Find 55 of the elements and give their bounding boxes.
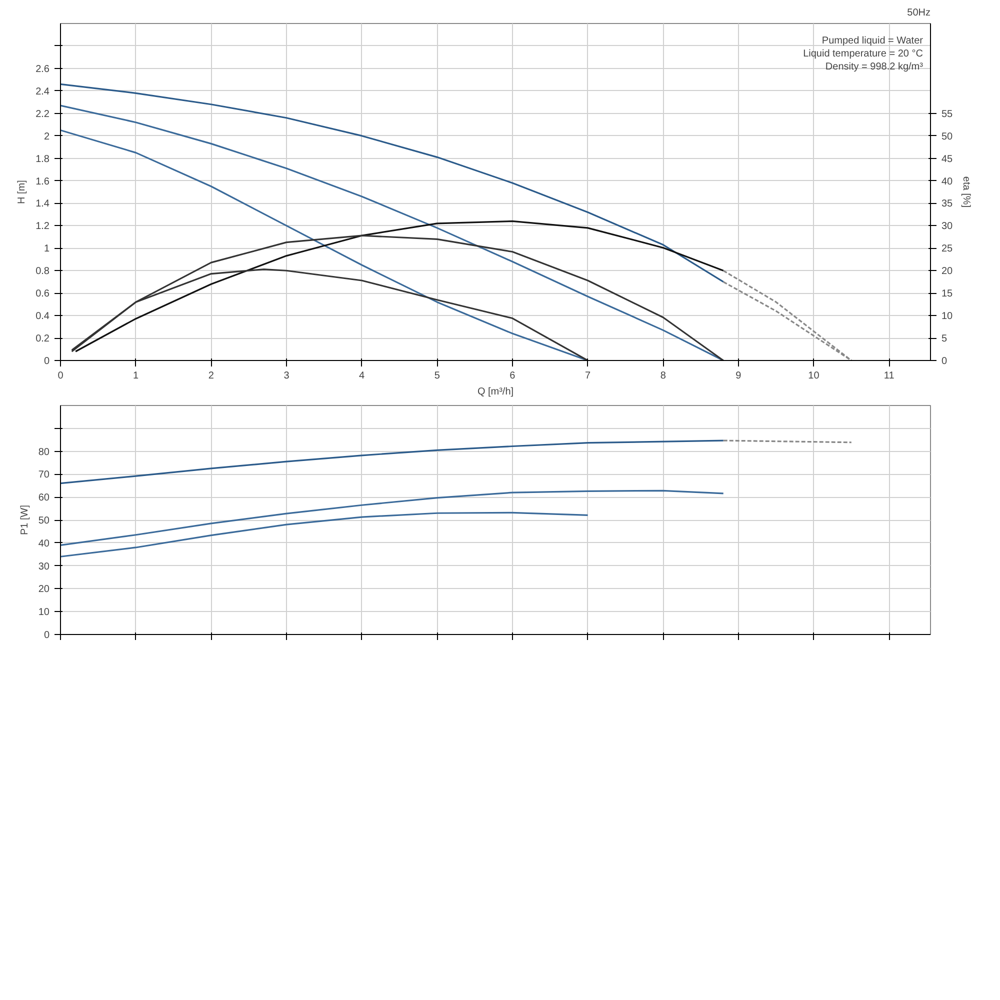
y-tick-label: 1.4 bbox=[36, 198, 50, 210]
y-tick-label: 10 bbox=[38, 607, 50, 618]
y2-tick-label: 10 bbox=[942, 311, 954, 322]
x-tick-label: 8 bbox=[660, 370, 666, 382]
x-tick-label: 7 bbox=[584, 370, 591, 382]
x-axis-title: Q [m³/h] bbox=[477, 386, 514, 398]
y-tick-label: 0.6 bbox=[36, 288, 50, 300]
x-tick-label: 10 bbox=[808, 370, 820, 382]
y2-tick-label: 25 bbox=[942, 244, 954, 255]
x-tick-label: 5 bbox=[434, 370, 440, 382]
y-tick-label: 0.2 bbox=[36, 334, 50, 345]
y2-tick-label: 50 bbox=[942, 131, 954, 142]
x-tick-label: 11 bbox=[884, 370, 895, 382]
y-tick-label: 70 bbox=[38, 470, 50, 481]
y2-tick-label: 15 bbox=[942, 288, 954, 300]
y2-tick-label: 20 bbox=[942, 266, 954, 278]
y-tick-label: 30 bbox=[38, 561, 50, 572]
y-tick-label: 0 bbox=[44, 630, 50, 641]
y-tick-label: 2.4 bbox=[36, 86, 50, 98]
y-tick-label: 50 bbox=[38, 516, 50, 526]
y-tick-label: 1.2 bbox=[36, 221, 50, 232]
annotation: Liquid temperature = 20 °C bbox=[803, 48, 923, 60]
y2-tick-label: 35 bbox=[942, 198, 954, 210]
y2-axis-title: eta [%] bbox=[960, 176, 972, 208]
annotation: Density = 998.2 kg/m³ bbox=[825, 62, 924, 72]
y-tick-label: 40 bbox=[38, 538, 50, 550]
y-axis-title: H [m] bbox=[16, 180, 28, 204]
x-tick-label: 2 bbox=[208, 370, 214, 382]
y-tick-label: 1.6 bbox=[36, 176, 50, 188]
y2-tick-label: 40 bbox=[942, 176, 954, 188]
y-tick-label: 1.8 bbox=[36, 154, 50, 165]
y-tick-label: 0 bbox=[44, 356, 50, 367]
y-tick-label: 0.4 bbox=[36, 311, 50, 322]
y-tick-label: 2.6 bbox=[36, 64, 50, 75]
y2-tick-label: 0 bbox=[942, 356, 948, 367]
annotation: Pumped liquid = Water bbox=[822, 36, 924, 46]
y-tick-label: 2 bbox=[44, 131, 50, 142]
chart-title: 50Hz bbox=[907, 8, 931, 18]
x-tick-label: 1 bbox=[133, 370, 140, 382]
x-tick-label: 6 bbox=[510, 370, 516, 382]
y2-tick-label: 45 bbox=[942, 154, 954, 165]
y2-tick-label: 30 bbox=[942, 221, 954, 232]
y2-tick-label: 55 bbox=[942, 108, 954, 120]
y-axis-title: P1 [W] bbox=[19, 504, 30, 535]
y-tick-label: 60 bbox=[38, 492, 50, 504]
x-tick-label: 4 bbox=[359, 370, 366, 382]
x-tick-label: 9 bbox=[736, 370, 742, 382]
y-tick-label: 80 bbox=[38, 446, 50, 458]
x-tick-label: 3 bbox=[284, 370, 290, 382]
y2-tick-label: 5 bbox=[942, 334, 948, 345]
y-tick-label: 2.2 bbox=[36, 108, 50, 120]
x-tick-label: 0 bbox=[58, 370, 64, 382]
y-tick-label: 20 bbox=[38, 584, 50, 596]
y-tick-label: 0.8 bbox=[36, 266, 50, 278]
y-tick-label: 1 bbox=[44, 244, 50, 255]
